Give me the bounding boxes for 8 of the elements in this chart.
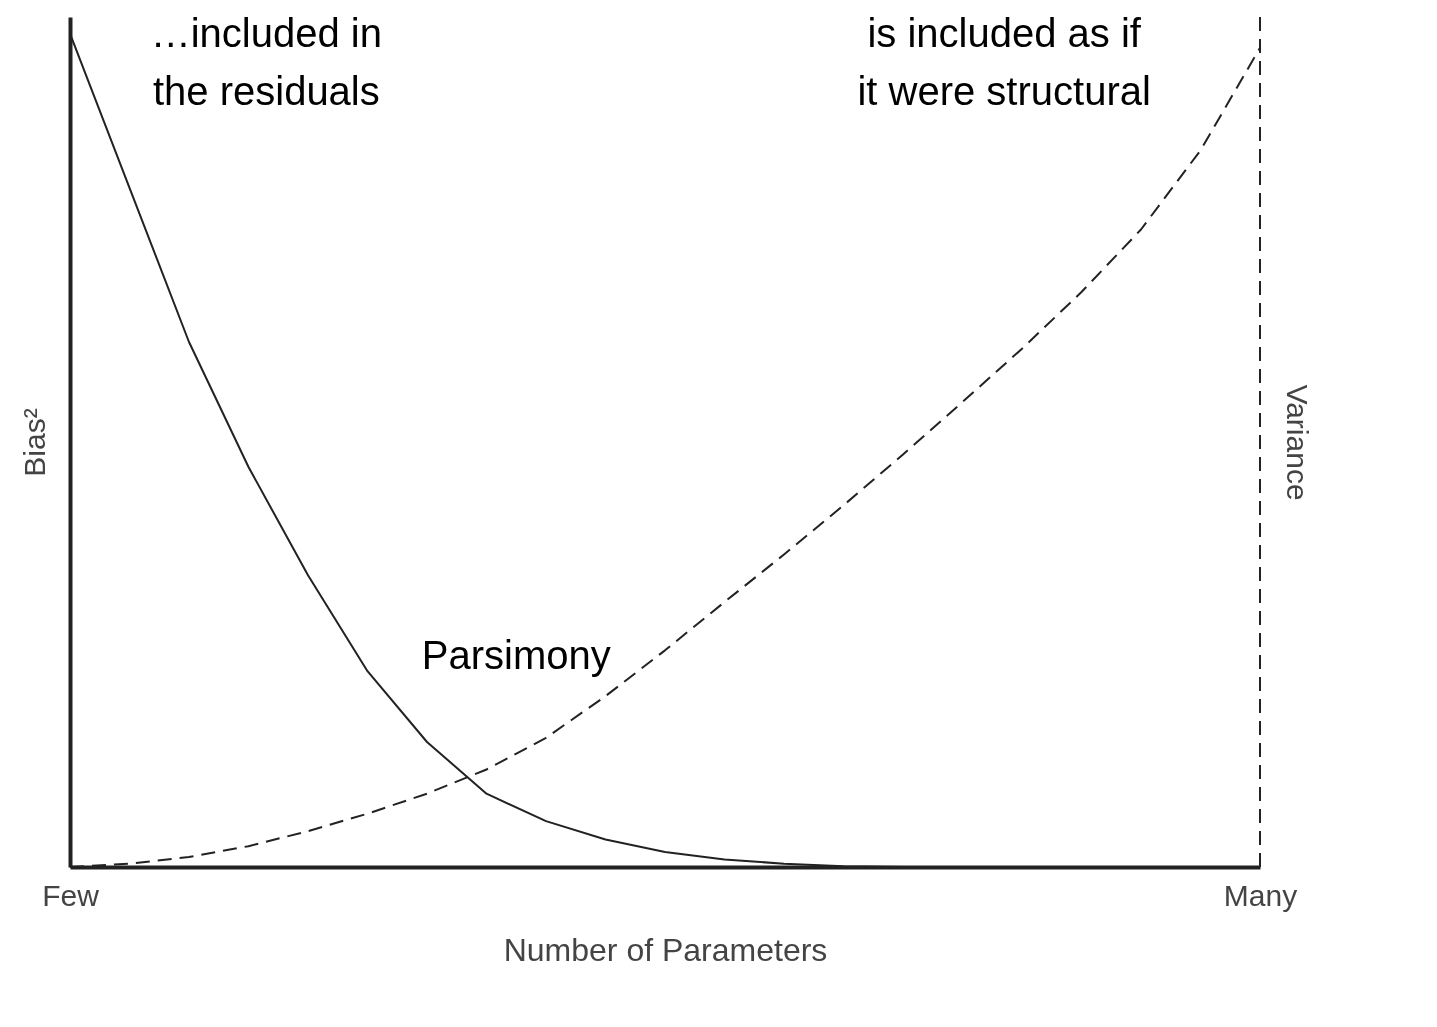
annotation: Parsimony (421, 632, 611, 677)
annotation: …included in the residuals (150, 11, 382, 113)
y2-axis-title: Variance (1280, 384, 1314, 501)
x-axis-title: Number of Parameters (503, 931, 828, 968)
x-tick-label: Many (1223, 878, 1298, 912)
x-tick-label: Few (42, 878, 100, 912)
y-axis-title: Bias² (17, 408, 51, 477)
annotation: is included as if it were structural (857, 11, 1151, 113)
